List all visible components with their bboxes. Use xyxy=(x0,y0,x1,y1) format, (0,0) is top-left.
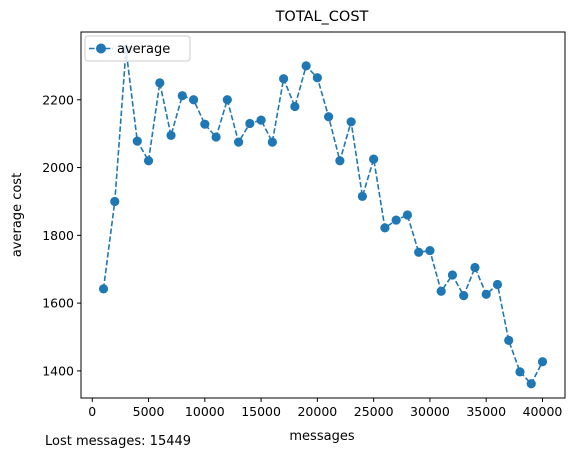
x-tick-label: 0 xyxy=(88,404,96,419)
data-point xyxy=(391,215,401,225)
series-line-average xyxy=(102,49,544,386)
y-axis: 1400 1600 1800 2000 2200 xyxy=(42,92,81,378)
data-point xyxy=(357,191,367,201)
y-tick-label: 1400 xyxy=(42,363,74,378)
data-point xyxy=(436,286,446,296)
data-point xyxy=(143,156,154,166)
data-point xyxy=(256,115,266,125)
x-tick-label: 30000 xyxy=(410,404,450,419)
data-point xyxy=(537,357,548,367)
data-point xyxy=(222,95,232,105)
y-axis-label: average cost xyxy=(10,173,25,257)
data-point xyxy=(459,291,469,301)
legend: average xyxy=(84,35,191,62)
data-point xyxy=(425,245,435,256)
x-tick-label: 40000 xyxy=(523,404,563,419)
data-point xyxy=(369,154,379,164)
data-point xyxy=(166,130,176,140)
data-point xyxy=(402,210,413,220)
data-point xyxy=(301,61,311,71)
data-point xyxy=(335,156,345,166)
data-point xyxy=(346,117,356,127)
data-point xyxy=(211,132,221,142)
legend-marker xyxy=(96,43,106,54)
y-tick-label: 1600 xyxy=(42,296,74,311)
data-point xyxy=(279,74,289,84)
x-axis: 0 5000 10000 15000 20000 25000 30000 35000 40000 xyxy=(88,398,562,419)
data-point xyxy=(481,289,491,299)
data-point xyxy=(324,112,334,122)
data-point xyxy=(132,136,142,146)
x-tick-label: 15000 xyxy=(241,404,281,419)
data-point xyxy=(515,367,525,377)
data-point xyxy=(155,78,165,88)
data-point xyxy=(470,262,480,273)
x-axis-label: messages xyxy=(289,429,354,444)
x-tick-label: 25000 xyxy=(354,404,394,419)
data-point xyxy=(504,335,514,345)
x-tick-label: 10000 xyxy=(185,404,225,419)
series-layer xyxy=(98,45,548,389)
data-point xyxy=(312,73,322,83)
x-tick-label: 5000 xyxy=(133,404,165,419)
y-tick-label: 1800 xyxy=(42,228,74,243)
data-point xyxy=(110,196,120,207)
data-point xyxy=(188,95,199,105)
data-point xyxy=(177,91,187,101)
y-tick-label: 2200 xyxy=(42,92,74,107)
y-tick-label: 2000 xyxy=(42,160,74,175)
data-point xyxy=(380,223,390,233)
data-point xyxy=(447,270,458,280)
x-tick-label: 35000 xyxy=(466,404,506,419)
data-point xyxy=(492,279,503,290)
legend-box xyxy=(84,35,191,62)
data-point xyxy=(233,137,244,147)
data-point xyxy=(290,101,300,112)
data-point xyxy=(98,284,109,294)
data-point xyxy=(267,137,277,147)
chart-title: TOTAL_COST xyxy=(275,9,369,25)
data-point xyxy=(245,118,255,129)
plot-frame xyxy=(80,31,566,399)
data-point xyxy=(526,379,536,389)
data-point xyxy=(414,247,424,257)
data-point xyxy=(200,119,210,129)
x-tick-label: 20000 xyxy=(297,404,337,419)
lost-messages-footnote: Lost messages: 15449 xyxy=(45,434,191,449)
legend-entry-average: average xyxy=(117,42,170,57)
